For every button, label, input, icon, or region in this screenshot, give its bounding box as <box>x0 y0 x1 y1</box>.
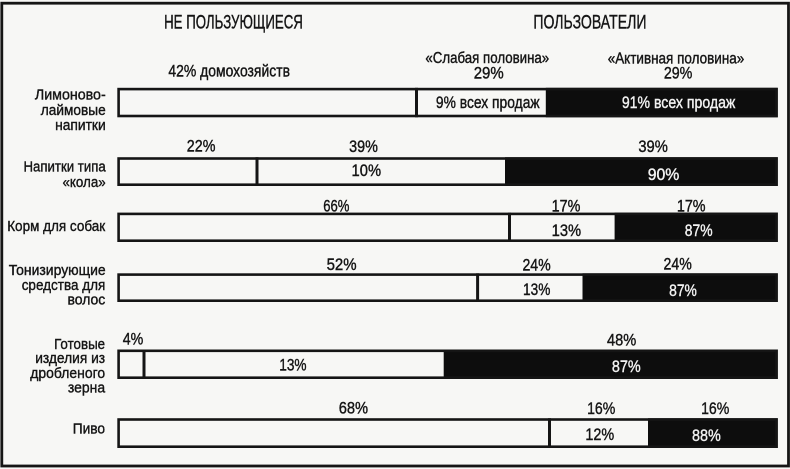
svg-text:дробленого: дробленого <box>30 365 105 382</box>
svg-text:48%: 48% <box>607 331 636 349</box>
svg-text:87%: 87% <box>685 222 713 240</box>
svg-text:Готовые: Готовые <box>54 336 105 353</box>
svg-text:90%: 90% <box>648 166 680 184</box>
svg-text:средства для: средства для <box>22 277 106 294</box>
svg-text:29%: 29% <box>664 64 693 82</box>
svg-text:волос: волос <box>68 292 106 309</box>
svg-text:17%: 17% <box>677 197 706 215</box>
svg-text:68%: 68% <box>339 400 368 418</box>
svg-text:13%: 13% <box>523 281 551 299</box>
svg-text:88%: 88% <box>692 427 721 445</box>
svg-text:4%: 4% <box>123 331 144 349</box>
svg-text:напитки: напитки <box>55 117 106 134</box>
svg-text:9% всех продаж: 9% всех продаж <box>436 94 540 112</box>
svg-text:Лимоново-: Лимоново- <box>35 87 106 104</box>
svg-text:изделия из: изделия из <box>35 350 105 367</box>
svg-text:24%: 24% <box>664 256 692 274</box>
svg-text:39%: 39% <box>638 138 668 156</box>
svg-text:13%: 13% <box>279 357 307 375</box>
svg-text:17%: 17% <box>552 197 581 215</box>
svg-text:39%: 39% <box>349 138 378 156</box>
svg-text:Напитки типа: Напитки типа <box>24 159 107 176</box>
svg-text:«кола»: «кола» <box>63 174 106 191</box>
svg-text:66%: 66% <box>323 197 349 215</box>
svg-text:10%: 10% <box>352 162 382 180</box>
svg-text:зерна: зерна <box>68 379 106 396</box>
svg-text:Пиво: Пиво <box>73 421 105 438</box>
svg-text:лаймовые: лаймовые <box>41 102 106 119</box>
svg-text:87%: 87% <box>669 282 697 300</box>
svg-text:НЕ ПОЛЬЗУЮЩИЕСЯ: НЕ ПОЛЬЗУЮЩИЕСЯ <box>164 12 303 33</box>
svg-text:«Слабая половина»: «Слабая половина» <box>425 50 549 67</box>
svg-text:22%: 22% <box>187 137 216 155</box>
svg-text:ПОЛЬЗОВАТЕЛИ: ПОЛЬЗОВАТЕЛИ <box>533 12 646 33</box>
svg-text:87%: 87% <box>612 358 641 376</box>
svg-text:Тонизирующие: Тонизирующие <box>9 262 106 279</box>
svg-text:52%: 52% <box>327 256 357 274</box>
svg-text:91% всех продаж: 91% всех продаж <box>622 94 736 112</box>
svg-text:12%: 12% <box>585 426 614 444</box>
svg-text:24%: 24% <box>522 257 550 275</box>
svg-text:42% домохозяйств: 42% домохозяйств <box>168 62 290 80</box>
svg-text:16%: 16% <box>701 400 729 418</box>
svg-text:29%: 29% <box>474 64 504 82</box>
svg-text:Корм для собак: Корм для собак <box>7 218 105 235</box>
svg-text:«Активная половина»: «Активная половина» <box>608 51 745 68</box>
svg-text:16%: 16% <box>587 400 615 418</box>
svg-text:13%: 13% <box>552 222 582 240</box>
